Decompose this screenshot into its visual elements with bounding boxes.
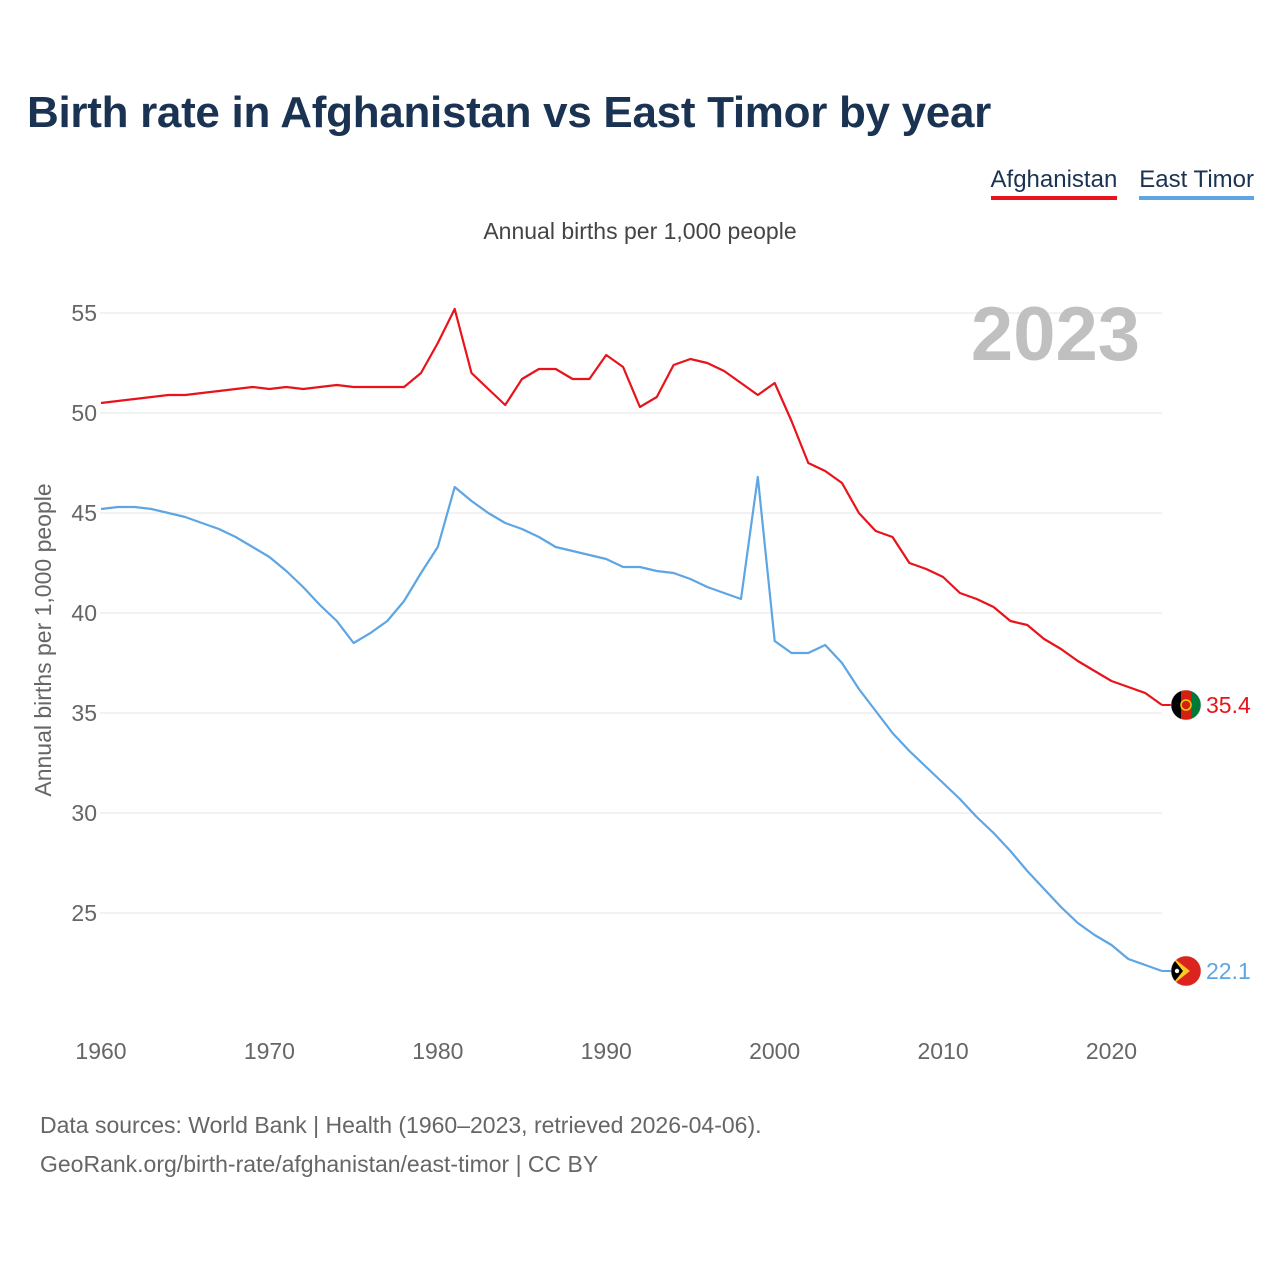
legend: Afghanistan East Timor xyxy=(990,166,1254,200)
data-source: Data sources: World Bank | Health (1960–… xyxy=(40,1112,762,1138)
x-tick-label: 1960 xyxy=(75,1038,126,1064)
end-value-label-afghanistan: 35.4 xyxy=(1206,692,1251,718)
afghanistan-flag-icon xyxy=(1170,689,1202,721)
y-tick-label: 50 xyxy=(71,400,97,426)
chart-title: Birth rate in Afghanistan vs East Timor … xyxy=(27,88,991,137)
year-watermark: 2023 xyxy=(971,292,1140,377)
y-tick-label: 40 xyxy=(71,600,97,626)
source-link[interactable]: GeoRank.org/birth-rate/afghanistan/east-… xyxy=(40,1151,599,1177)
legend-item-east-timor[interactable]: East Timor xyxy=(1139,166,1254,200)
series-line-east-timor[interactable] xyxy=(100,475,1163,973)
footer: Data sources: World Bank | Health (1960–… xyxy=(40,1106,762,1184)
y-tick-label: 35 xyxy=(71,700,97,726)
east-timor-flag-icon xyxy=(1170,955,1202,987)
x-tick-label: 2010 xyxy=(917,1038,968,1064)
x-tick-label: 1980 xyxy=(412,1038,463,1064)
legend-item-afghanistan[interactable]: Afghanistan xyxy=(990,166,1118,200)
y-tick-label: 25 xyxy=(71,900,97,926)
line-chart: 25 30 35 40 45 50 55 1960 1970 1980 1990 2000 2010 2… xyxy=(30,292,1251,1064)
x-tick-label: 2000 xyxy=(749,1038,800,1064)
end-value-label-east-timor: 22.1 xyxy=(1206,958,1251,984)
y-tick-label: 55 xyxy=(71,300,97,326)
series-line-afghanistan[interactable] xyxy=(100,307,1163,706)
chart-subtitle: Annual births per 1,000 people xyxy=(483,218,797,244)
y-axis-label: Annual births per 1,000 people xyxy=(30,483,56,796)
y-tick-label: 30 xyxy=(71,800,97,826)
x-tick-label: 1990 xyxy=(581,1038,632,1064)
y-tick-label: 45 xyxy=(71,500,97,526)
x-tick-label: 2020 xyxy=(1086,1038,1137,1064)
x-tick-label: 1970 xyxy=(244,1038,295,1064)
